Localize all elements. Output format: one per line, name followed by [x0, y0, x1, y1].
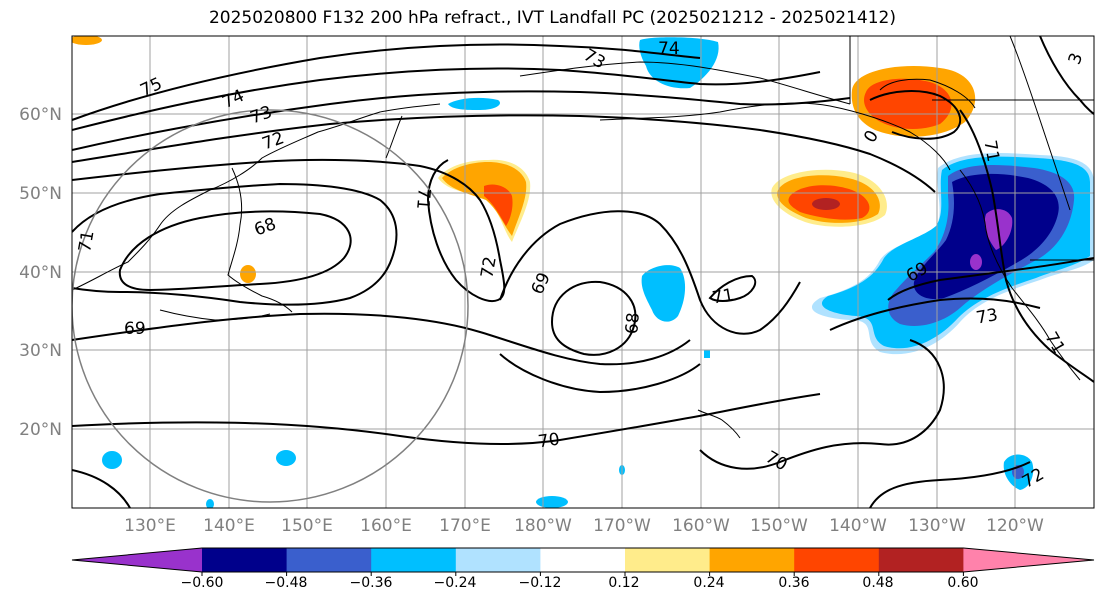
longitude-labels: 130°E 140°E 150°E 160°E 170°E 180°W 170°…	[124, 516, 1044, 536]
contour-label: 71	[412, 187, 434, 210]
map-title: 2025020800 F132 200 hPa refract., IVT La…	[208, 8, 896, 28]
lat-label: 60°N	[19, 105, 62, 125]
lon-label: 120°W	[986, 516, 1044, 536]
colorbar-bin	[286, 548, 372, 572]
latitude-labels: 60°N 50°N 40°N 30°N 20°N	[19, 105, 62, 440]
contour-label: 69	[124, 319, 146, 339]
contour-label: 71	[979, 139, 1002, 164]
lat-label: 40°N	[19, 263, 62, 283]
colorbar-ticks: −0.60 −0.48 −0.36 −0.24 −0.12 0.12 0.24 …	[181, 572, 979, 591]
colorbar-tick-label: −0.60	[181, 575, 224, 591]
colorbar-extend-max	[963, 548, 1094, 572]
contour-label: 72	[477, 255, 500, 280]
colorbar	[71, 547, 1095, 573]
lon-label: 130°E	[124, 516, 176, 536]
refractivity-contours	[72, 36, 1094, 508]
lon-label: 170°E	[439, 516, 491, 536]
lon-label: 140°W	[829, 516, 887, 536]
colorbar-bin	[540, 548, 626, 572]
map-border	[71, 35, 1095, 509]
lat-label: 50°N	[19, 184, 62, 204]
colorbar-bin	[202, 548, 288, 572]
coastlines	[72, 36, 1094, 439]
lon-label: 160°E	[360, 516, 412, 536]
lon-label: 170°W	[593, 516, 651, 536]
contour-label: 74	[658, 39, 680, 59]
lat-label: 30°N	[19, 341, 62, 361]
lon-label: 140°E	[203, 516, 255, 536]
colorbar-tick-label: 0.48	[862, 575, 893, 591]
lon-label: 150°W	[750, 516, 808, 536]
contour-label: 68	[622, 312, 644, 335]
lon-label: 150°E	[281, 516, 333, 536]
contour-label: 70	[537, 429, 561, 452]
lon-label: 160°W	[672, 516, 730, 536]
contour-label: 71	[711, 285, 736, 308]
colorbar-tick-label: −0.24	[434, 575, 477, 591]
colorbar-bin	[878, 548, 964, 572]
lon-label: 130°W	[908, 516, 966, 536]
colorbar-tick-label: 0.60	[947, 575, 978, 591]
colorbar-extend-min	[72, 548, 202, 572]
contour-label: 71	[75, 229, 98, 254]
lat-label: 20°N	[19, 420, 62, 440]
colorbar-tick-label: −0.48	[265, 575, 308, 591]
colorbar-bin	[709, 548, 795, 572]
colorbar-tick-label: −0.12	[519, 575, 562, 591]
colorbar-bin	[455, 548, 541, 572]
shading-layer	[72, 36, 1094, 508]
contour-label: 73	[975, 305, 1000, 328]
colorbar-tick-label: 0.12	[608, 575, 639, 591]
colorbar-tick-label: 0.24	[693, 575, 724, 591]
colorbar-bin	[371, 548, 457, 572]
colorbar-bin	[625, 548, 711, 572]
colorbar-bin	[794, 548, 880, 572]
colorbar-tick-label: −0.36	[350, 575, 393, 591]
lon-label: 180°W	[514, 516, 572, 536]
range-circle	[72, 109, 469, 503]
colorbar-tick-label: 0.36	[778, 575, 809, 591]
